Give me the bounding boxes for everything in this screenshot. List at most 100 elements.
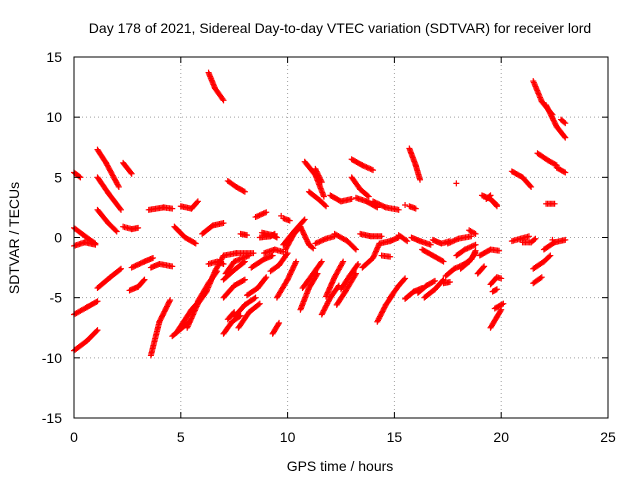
data-point xyxy=(317,238,324,245)
chart-title: Day 178 of 2021, Sidereal Day-to-day VTE… xyxy=(89,20,591,36)
data-point xyxy=(140,277,147,284)
data-point xyxy=(562,134,569,141)
data-point xyxy=(115,183,122,190)
data-point xyxy=(135,224,142,231)
data-point xyxy=(269,252,276,259)
data-point xyxy=(404,238,411,245)
data-point xyxy=(471,242,478,249)
data-point xyxy=(493,286,500,293)
data-point xyxy=(318,258,325,265)
data-point xyxy=(319,237,326,244)
data-point xyxy=(93,328,100,335)
data-point xyxy=(497,307,504,314)
data-point xyxy=(117,265,124,272)
data-point xyxy=(469,242,476,249)
data-point xyxy=(286,217,293,224)
data-point xyxy=(537,275,544,282)
data-point xyxy=(316,238,323,245)
data-point xyxy=(314,169,321,176)
data-point xyxy=(472,247,479,254)
data-point xyxy=(499,301,506,308)
data-point xyxy=(169,263,176,270)
data-point xyxy=(256,300,263,307)
x-tick-label: 0 xyxy=(70,429,78,445)
x-tick-label: 20 xyxy=(493,429,509,445)
data-point xyxy=(260,210,267,217)
data-point xyxy=(493,202,500,209)
data-point xyxy=(278,212,285,219)
data-point xyxy=(166,298,173,305)
data-point xyxy=(486,193,493,200)
data-point xyxy=(320,236,327,243)
data-point xyxy=(316,175,323,182)
data-point xyxy=(547,252,554,259)
data-point xyxy=(439,257,446,264)
data-point xyxy=(471,248,478,255)
data-point xyxy=(562,169,569,176)
data-point xyxy=(193,199,200,206)
data-point xyxy=(117,206,124,213)
data-point xyxy=(94,298,101,305)
data-point xyxy=(284,250,291,257)
data-point xyxy=(465,244,472,251)
x-tick-label: 5 xyxy=(177,429,185,445)
y-tick-label: -10 xyxy=(42,350,62,366)
data-point xyxy=(395,206,402,213)
data-point xyxy=(562,236,569,243)
data-point xyxy=(368,166,375,173)
data-point xyxy=(272,233,279,240)
x-tick-label: 15 xyxy=(387,429,403,445)
data-point xyxy=(352,246,359,253)
data-point xyxy=(127,169,134,176)
data-point xyxy=(496,247,503,254)
x-axis-label: GPS time / hours xyxy=(287,458,394,474)
data-point xyxy=(256,212,263,219)
data-point xyxy=(255,212,262,219)
data-point xyxy=(498,275,505,282)
data-point xyxy=(241,188,248,195)
data-point xyxy=(313,168,320,175)
data-point xyxy=(259,211,266,218)
data-point xyxy=(561,133,568,140)
data-point xyxy=(362,163,369,170)
data-point xyxy=(313,167,320,174)
data-point xyxy=(313,239,320,246)
data-point xyxy=(453,180,460,187)
data-point xyxy=(318,177,325,184)
data-point xyxy=(448,238,455,245)
data-point xyxy=(252,214,259,221)
data-point xyxy=(263,274,270,281)
data-point xyxy=(440,258,447,265)
y-tick-label: 5 xyxy=(54,169,62,185)
data-point xyxy=(263,209,270,216)
data-point xyxy=(94,327,101,334)
data-point xyxy=(562,120,569,127)
data-point xyxy=(250,250,257,257)
data-point xyxy=(240,188,247,195)
data-point xyxy=(309,244,316,251)
data-point xyxy=(452,265,459,272)
data-point xyxy=(314,171,321,178)
data-point xyxy=(451,237,458,244)
data-point xyxy=(452,236,459,243)
data-point xyxy=(351,245,358,252)
data-point xyxy=(402,275,409,282)
data-point xyxy=(261,209,268,216)
data-point xyxy=(255,301,262,308)
data-point xyxy=(444,240,451,247)
data-point xyxy=(317,176,324,183)
data-point xyxy=(366,165,373,172)
data-point xyxy=(169,205,176,212)
data-point xyxy=(323,203,330,210)
data-point xyxy=(244,232,251,239)
data-point xyxy=(273,234,280,241)
data-point xyxy=(364,164,371,171)
data-point xyxy=(150,254,157,261)
data-point xyxy=(402,237,409,244)
data-point xyxy=(525,233,532,240)
data-point xyxy=(552,161,559,168)
data-point xyxy=(365,193,372,200)
data-points xyxy=(71,69,569,359)
data-point xyxy=(402,202,409,209)
axis-ticks: 0 5 10 15 20 25 -15 -10 -5 0 5 10 15 xyxy=(42,49,616,445)
